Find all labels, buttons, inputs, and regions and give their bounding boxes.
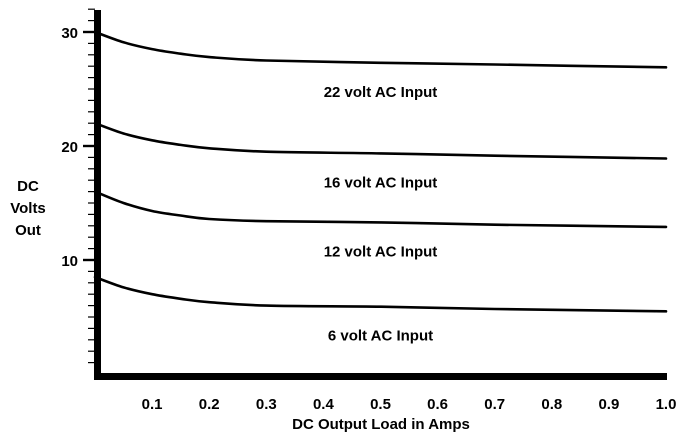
x-tick-label: 1.0 (656, 396, 677, 413)
x-tick-label: 0.2 (199, 396, 220, 413)
series-label: 12 volt AC Input (324, 243, 438, 260)
x-axis-title: DC Output Load in Amps (292, 416, 470, 433)
y-axis-title-line-1: DC (17, 178, 39, 195)
x-tick-label: 0.7 (484, 396, 505, 413)
y-tick-label: 10 (61, 253, 78, 270)
y-major-ticks (83, 30, 95, 262)
series-label: 16 volt AC Input (324, 174, 438, 191)
y-tick-label: 20 (61, 139, 78, 156)
y-tick-labels: 10 20 30 (61, 25, 78, 270)
series-lines (93, 30, 668, 313)
x-tick-label: 0.1 (142, 396, 163, 413)
series-line (93, 275, 668, 313)
x-tick-labels: 0.1 0.2 0.3 0.4 0.5 0.6 0.7 0.8 0.9 1.0 (142, 396, 677, 413)
y-axis-line (94, 10, 101, 380)
x-tick-label: 0.3 (256, 396, 277, 413)
series-line (93, 30, 668, 69)
y-tick-label: 30 (61, 25, 78, 42)
x-tick-label: 0.5 (370, 396, 391, 413)
x-tick-label: 0.8 (541, 396, 562, 413)
y-axis-title-line-3: Out (15, 222, 41, 239)
x-tick-label: 0.9 (598, 396, 619, 413)
series-labels: 22 volt AC Input 16 volt AC Input 12 volt … (324, 84, 438, 345)
x-tick-label: 0.6 (427, 396, 448, 413)
series-label: 6 volt AC Input (328, 328, 433, 345)
series-line (93, 190, 668, 229)
y-minor-ticks (88, 8, 95, 364)
y-axis-title-line-2: Volts (10, 200, 46, 217)
series-label: 22 volt AC Input (324, 84, 438, 101)
x-tick-label: 0.4 (313, 396, 335, 413)
x-axis-line (94, 373, 667, 380)
series-line (93, 121, 668, 160)
